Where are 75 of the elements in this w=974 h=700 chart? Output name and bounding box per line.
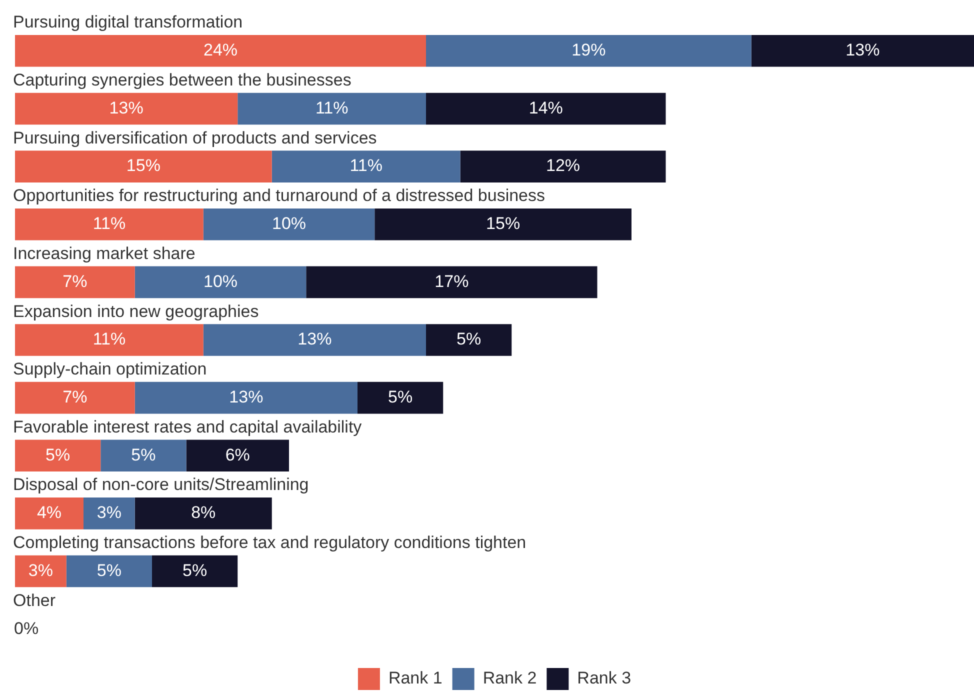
bar <box>134 382 358 414</box>
bar <box>186 440 289 472</box>
data-label: 5% <box>388 388 413 407</box>
data-label: 13% <box>109 98 144 118</box>
y-tick-label: Pursuing diversification of products and services <box>13 128 377 148</box>
data-label: 5% <box>46 445 70 464</box>
bar <box>100 440 186 472</box>
y-tick-label: Completing transactions before tax and regulatory conditions tighten <box>13 533 526 552</box>
data-label: 4% <box>36 503 62 522</box>
data-label: 6% <box>225 445 250 464</box>
bar <box>84 498 135 530</box>
data-label: 7% <box>62 388 88 407</box>
bar <box>426 35 752 67</box>
data-label: 11% <box>92 214 126 234</box>
bar <box>15 324 204 356</box>
y-tick-label: Capturing synergies between the businesses <box>13 70 352 90</box>
bar <box>15 208 204 240</box>
bar <box>272 150 460 182</box>
bar <box>15 498 84 530</box>
bar <box>15 150 272 182</box>
legend-label: Rank 2 <box>482 668 537 688</box>
data-label: 15% <box>486 214 520 234</box>
data-label: 12% <box>546 156 580 176</box>
bar <box>15 92 238 125</box>
y-tick-label: Supply-chain optimization <box>13 360 207 379</box>
y-tick-label: Favorable interest rates and capital availability <box>13 417 362 436</box>
bar <box>134 266 306 298</box>
bar <box>15 555 66 588</box>
data-label: 24% <box>203 40 238 60</box>
data-label: 19% <box>572 40 606 60</box>
bar <box>238 92 426 125</box>
data-label: 7% <box>62 272 88 291</box>
bar <box>66 555 152 588</box>
data-label: 8% <box>191 503 216 522</box>
legend-label: Rank 3 <box>577 668 632 688</box>
bar <box>426 324 512 356</box>
bar <box>15 440 101 472</box>
data-label: 11% <box>350 156 382 176</box>
data-label: 10% <box>272 214 306 234</box>
data-label: 5% <box>182 560 208 580</box>
bar <box>358 382 444 414</box>
data-label: 10% <box>203 272 238 291</box>
data-label: 5% <box>456 330 482 349</box>
bar <box>203 324 426 356</box>
bar <box>152 555 238 588</box>
data-label: 11% <box>92 330 126 349</box>
data-label: 3% <box>96 503 122 522</box>
data-label: 15% <box>126 156 160 176</box>
data-label: 5% <box>96 560 122 580</box>
y-tick-label: Pursuing digital transformation <box>13 12 243 32</box>
bar <box>751 35 974 67</box>
data-label: 17% <box>434 272 469 291</box>
y-tick-label: Other <box>13 590 56 610</box>
data-label: 13% <box>846 40 880 60</box>
y-tick-label: Opportunities for restructuring and turnaround of a distressed business <box>13 186 546 206</box>
bar <box>374 208 632 240</box>
bar <box>15 382 135 414</box>
y-tick-label: Increasing market share <box>13 244 196 263</box>
bar <box>306 266 598 298</box>
bar <box>460 150 666 182</box>
y-tick-label: Disposal of non-core units/Streamlining <box>13 475 309 494</box>
bar <box>426 92 666 125</box>
data-label: 13% <box>298 330 332 349</box>
bar <box>203 208 375 240</box>
data-label: 3% <box>28 560 53 580</box>
data-label: 14% <box>528 98 563 118</box>
bar <box>15 266 135 298</box>
bar <box>134 498 272 530</box>
data-label: 11% <box>315 98 348 118</box>
y-tick-label: Expansion into new geographies <box>13 302 259 321</box>
data-label: 13% <box>229 388 264 407</box>
data-label: 0% <box>14 618 39 638</box>
legend-label: Rank 1 <box>388 668 442 688</box>
data-label: 5% <box>131 445 156 464</box>
bar <box>15 35 426 67</box>
